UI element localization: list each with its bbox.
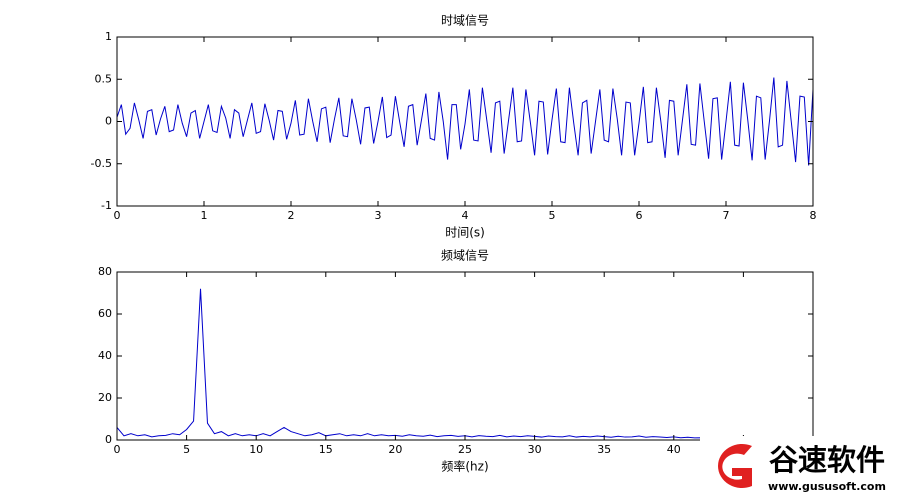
x-tick-label: 15 — [319, 443, 333, 456]
signal-line — [116, 77, 814, 166]
x-tick-label: 7 — [723, 209, 730, 222]
y-tick-label: 0 — [105, 433, 112, 446]
x-tick-label: 4 — [462, 209, 469, 222]
y-tick-label: 20 — [98, 391, 112, 404]
x-tick-label: 30 — [528, 443, 542, 456]
y-tick-label: -1 — [101, 199, 112, 212]
y-tick-label: 80 — [98, 265, 112, 278]
x-tick-label: 0 — [114, 209, 121, 222]
x-tick-label: 5 — [549, 209, 556, 222]
logo-mark — [718, 444, 752, 488]
watermark-brand: 谷速软件 — [769, 443, 885, 477]
x-tick-label: 20 — [388, 443, 402, 456]
x-tick-label: 25 — [458, 443, 472, 456]
watermark-url: www.gususoft.com — [768, 480, 886, 493]
x-tick-label: 6 — [636, 209, 643, 222]
y-tick-label: 60 — [98, 307, 112, 320]
y-tick-label: 1 — [105, 30, 112, 43]
x-axis-label: 频率(hz) — [441, 459, 488, 474]
x-tick-label: 3 — [375, 209, 382, 222]
x-tick-label: 8 — [810, 209, 817, 222]
y-tick-label: 0.5 — [95, 72, 113, 85]
chart-title: 频域信号 — [441, 249, 489, 263]
x-tick-label: 10 — [249, 443, 263, 456]
x-tick-label: 5 — [183, 443, 190, 456]
x-axis-label: 时间(s) — [445, 226, 485, 240]
watermark: 谷速软件 www.gususoft.com — [700, 436, 899, 495]
x-tick-label: 2 — [288, 209, 295, 222]
x-tick-label: 0 — [114, 443, 121, 456]
y-tick-label: -0.5 — [91, 157, 112, 170]
x-tick-label: 35 — [597, 443, 611, 456]
x-tick-label: 40 — [667, 443, 681, 456]
x-tick-label: 1 — [201, 209, 208, 222]
y-tick-label: 0 — [105, 115, 112, 128]
axes-box — [116, 271, 814, 441]
chart-title: 时域信号 — [441, 14, 489, 28]
y-tick-label: 40 — [98, 349, 112, 362]
